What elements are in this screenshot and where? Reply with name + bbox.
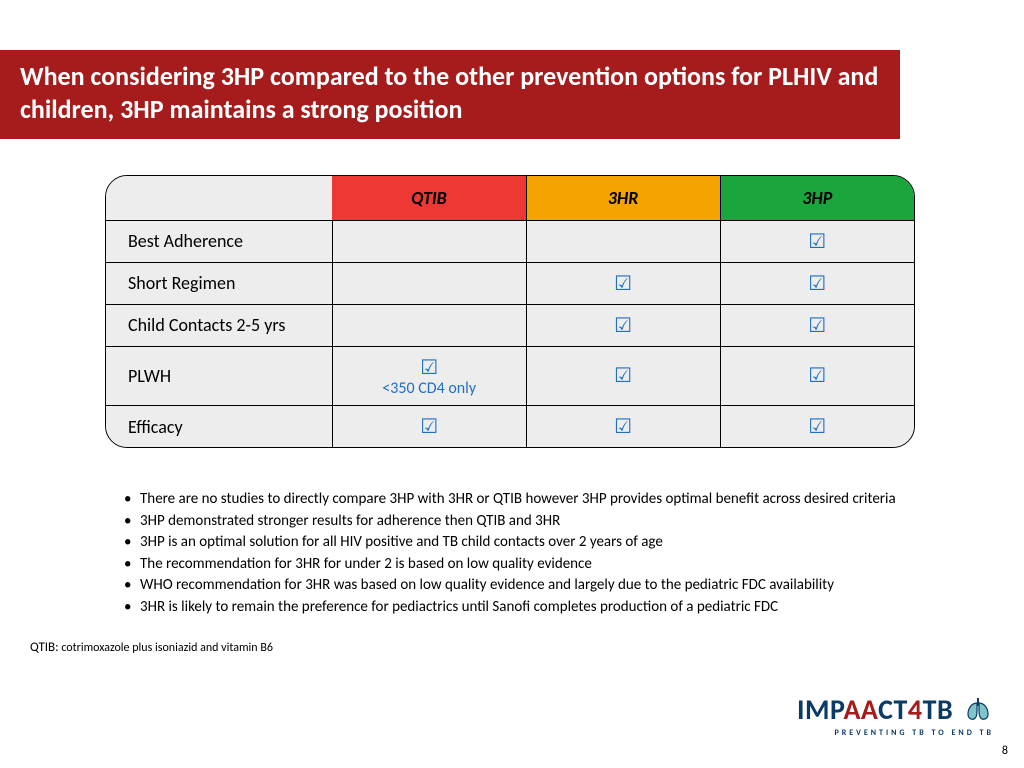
check-icon: ☑ <box>808 364 826 388</box>
table-cell <box>332 262 526 304</box>
table-header-row: QTIB 3HR 3HP <box>106 176 914 220</box>
row-label: Short Regimen <box>106 262 332 304</box>
table-cell: ☑ <box>720 304 914 346</box>
table-row: Child Contacts 2-5 yrs ☑ ☑ <box>106 304 914 346</box>
bullet-item: 3HP is an optimal solution for all HIV p… <box>118 533 938 553</box>
col-header-3hp: 3HP <box>720 176 914 220</box>
table-body: Best Adherence☑Short Regimen☑☑Child Cont… <box>106 220 914 447</box>
table-cell: ☑ <box>526 346 720 406</box>
page-number: 8 <box>1002 744 1008 758</box>
table-row: Efficacy ☑ ☑ ☑ <box>106 406 914 448</box>
comparison-table-container: QTIB 3HR 3HP Best Adherence☑Short Regime… <box>105 175 915 448</box>
check-icon: ☑ <box>808 415 826 439</box>
table-cell <box>332 304 526 346</box>
lungs-icon <box>964 695 994 730</box>
table-cell: ☑ <box>720 220 914 262</box>
table-cell: ☑ <box>720 406 914 448</box>
table-header-blank <box>106 176 332 220</box>
row-label: Child Contacts 2-5 yrs <box>106 304 332 346</box>
logo-line1: IMPAACT4TB <box>797 692 994 730</box>
comparison-table: QTIB 3HR 3HP Best Adherence☑Short Regime… <box>106 176 914 447</box>
bullet-item: The recommendation for 3HR for under 2 i… <box>118 555 938 575</box>
cell-subnote: <350 CD4 only <box>343 380 516 398</box>
check-icon: ☑ <box>808 314 826 338</box>
table-row: PLWH☑<350 CD4 only☑☑ <box>106 346 914 406</box>
bullet-item: There are no studies to directly compare… <box>118 490 938 510</box>
col-header-3hr: 3HR <box>526 176 720 220</box>
footnote-def: cotrimoxazole plus isoniazid and vitamin… <box>61 641 273 655</box>
row-label: PLWH <box>106 346 332 406</box>
table-cell: ☑ <box>526 406 720 448</box>
table-cell: ☑ <box>720 346 914 406</box>
check-icon: ☑ <box>808 230 826 254</box>
table-row: Short Regimen ☑ ☑ <box>106 262 914 304</box>
table-row: Best Adherence ☑ <box>106 220 914 262</box>
logo-part-4: 4 <box>908 692 923 727</box>
title-bar: When considering 3HP compared to the oth… <box>0 50 900 139</box>
table-cell: ☑<350 CD4 only <box>332 346 526 406</box>
footnote-abbr: QTIB: <box>30 640 59 655</box>
bullet-item: 3HP demonstrated stronger results for ad… <box>118 512 938 532</box>
table-cell <box>526 220 720 262</box>
check-icon: ☑ <box>614 415 632 439</box>
check-icon: ☑ <box>808 272 826 296</box>
check-icon: ☑ <box>420 415 438 439</box>
bullet-item: WHO recommendation for 3HR was based on … <box>118 576 938 596</box>
check-icon: ☑ <box>614 314 632 338</box>
check-icon: ☑ <box>614 364 632 388</box>
table-cell: ☑ <box>720 262 914 304</box>
table-cell: ☑ <box>332 406 526 448</box>
check-icon: ☑ <box>614 272 632 296</box>
table-cell <box>332 220 526 262</box>
table-cell: ☑ <box>526 304 720 346</box>
table-cell: ☑ <box>526 262 720 304</box>
slide: When considering 3HP compared to the oth… <box>0 0 1024 768</box>
logo-part-ct: CT <box>878 692 908 727</box>
row-label: Best Adherence <box>106 220 332 262</box>
impaact4tb-logo: IMPAACT4TB PREVENTING TB TO END TB <box>797 692 994 738</box>
bullet-list: There are no studies to directly compare… <box>118 490 938 619</box>
col-header-qtib: QTIB <box>332 176 526 220</box>
check-icon: ☑ <box>420 356 438 380</box>
footnote: QTIB: cotrimoxazole plus isoniazid and v… <box>30 640 273 655</box>
logo-part-aa: AA <box>843 692 878 727</box>
slide-title: When considering 3HP compared to the oth… <box>20 60 880 125</box>
logo-part-imp: IMP <box>797 692 843 727</box>
row-label: Efficacy <box>106 406 332 448</box>
logo-part-tb: TB <box>923 692 954 727</box>
bullet-item: 3HR is likely to remain the preference f… <box>118 598 938 618</box>
